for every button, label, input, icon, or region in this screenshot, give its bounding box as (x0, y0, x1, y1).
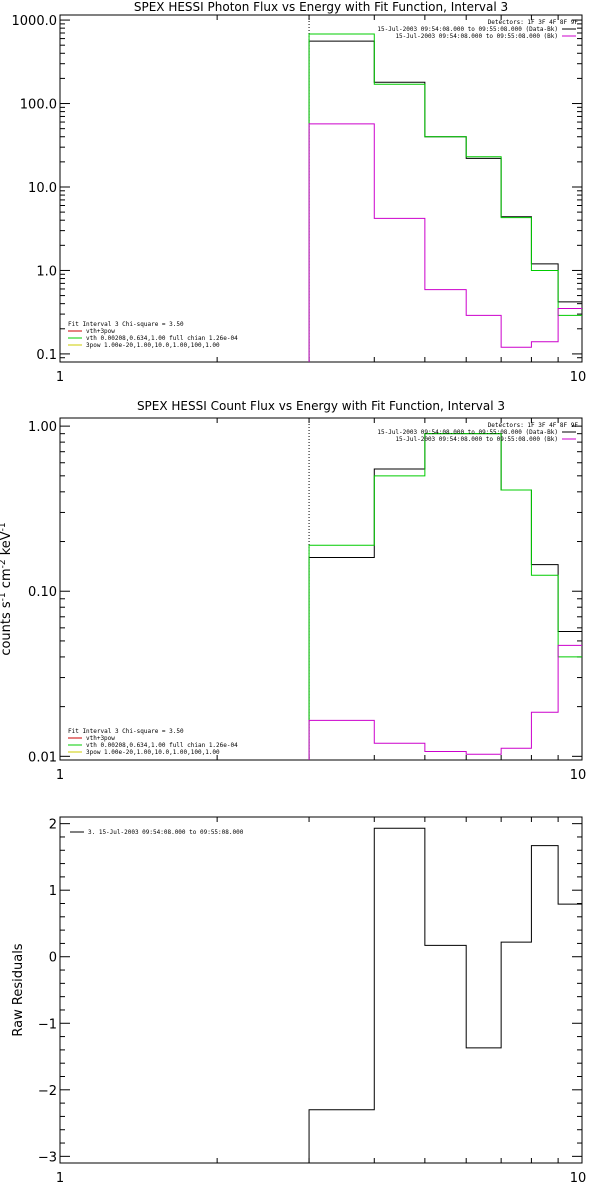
residual-legend: 3. 15-Jul-2003 09:54:08.000 to 09:55:08.… (70, 829, 244, 836)
info-line: 15-Jul-2003 09:54:08.000 to 09:55:08.000… (395, 436, 558, 443)
x-tick-label: 10 (570, 370, 587, 385)
fit-legend: Fit Interval 3 Chi-square = 3.50vth+3pow… (68, 321, 238, 349)
y-tick-label: 1.00 (28, 420, 57, 435)
y-label-superscript: -1 (0, 522, 8, 531)
series-magenta (308, 644, 582, 760)
plot-frame (59, 14, 583, 363)
series-black (308, 40, 582, 362)
y-tick-label: −1 (38, 1017, 57, 1032)
fit-legend: Fit Interval 3 Chi-square = 3.50vth+3pow… (68, 728, 238, 756)
y-label-part: counts s (0, 601, 14, 656)
chart-panel-2: SPEX HESSI Count Flux vs Energy with Fit… (0, 399, 586, 783)
fit-line: 3pow 1.00e-20,1.00,10.0,1.00,100,1.00 (86, 342, 220, 349)
series-group (308, 433, 582, 760)
y-tick-label: 1.0 (36, 264, 57, 279)
info-line: 15-Jul-2003 09:54:08.000 to 09:55:08.000… (377, 26, 558, 33)
legend-label: 3. 15-Jul-2003 09:54:08.000 to 09:55:08.… (88, 829, 244, 836)
x-axis: 1 10 (56, 15, 586, 385)
y-tick-label: 0.10 (28, 585, 57, 600)
x-tick-label: 1 (56, 1171, 64, 1186)
plot-title: SPEX HESSI Photon Flux vs Energy with Fi… (134, 0, 508, 14)
plot-frame (59, 417, 583, 761)
plot-frame (59, 816, 583, 1164)
y-axis: −3 −2 −1 0 1 2 (38, 818, 582, 1165)
y-axis: 0.01 0.10 1.00 (28, 420, 582, 765)
series-group (308, 33, 582, 362)
y-tick-label: 10.0 (28, 181, 57, 196)
fit-line: vth+3pow (86, 735, 115, 742)
y-label-superscript: -1 (0, 592, 8, 601)
fit-line: vth 0.00208,0.634,1.00 full chian 1.26e-… (86, 335, 238, 342)
info-line: 15-Jul-2003 09:54:08.000 to 09:55:08.000… (395, 33, 558, 40)
x-tick-label: 1 (56, 370, 64, 385)
y-axis-label: counts s-1 cm-2 keV-1 (0, 522, 14, 655)
y-tick-label: 100.0 (20, 98, 57, 113)
y-axis: 0.1 1.0 10.0 100.0 1000.0 (12, 14, 582, 363)
y-tick-label: −3 (38, 1150, 57, 1165)
x-tick-label: 10 (570, 768, 587, 783)
y-label-part: keV (0, 531, 14, 559)
fit-line: Fit Interval 3 Chi-square = 3.50 (68, 728, 184, 735)
fit-line: vth+3pow (86, 328, 115, 335)
series-black (308, 827, 582, 1163)
y-tick-label: 0.1 (36, 348, 57, 363)
fit-line: Fit Interval 3 Chi-square = 3.50 (68, 321, 184, 328)
chart-panel-1: SPEX HESSI Photon Flux vs Energy with Fi… (12, 0, 587, 385)
y-tick-label: 1 (49, 884, 57, 899)
x-tick-label: 1 (56, 768, 64, 783)
series-group (308, 827, 582, 1163)
info-line: 15-Jul-2003 09:54:08.000 to 09:55:08.000… (377, 429, 558, 436)
series-green (308, 33, 582, 362)
plot-title: SPEX HESSI Count Flux vs Energy with Fit… (137, 399, 505, 413)
series-green (308, 433, 582, 760)
info-line: Detectors: 1F 3F 4F 8F 9F (488, 422, 579, 429)
chart-panel-3: −3 −2 −1 0 1 2 1 10 Raw Residuals 3. 15-Jul-2003 … (11, 816, 586, 1186)
x-axis: 1 10 (56, 817, 586, 1186)
y-axis-label: Raw Residuals (11, 943, 26, 1036)
y-label-superscript: -2 (0, 559, 8, 568)
x-axis: 1 10 (56, 418, 586, 783)
fit-line: 3pow 1.00e-20,1.00,10.0,1.00,100,1.00 (86, 749, 220, 756)
info-line: Detectors: 1F 3F 4F 8F 9F (488, 19, 579, 26)
y-tick-label: 0.01 (28, 750, 57, 765)
series-magenta (308, 123, 582, 362)
x-tick-label: 10 (570, 1171, 587, 1186)
y-tick-label: −2 (38, 1084, 57, 1099)
series-black (308, 433, 582, 760)
y-tick-label: 0 (49, 951, 57, 966)
y-tick-label: 2 (49, 818, 57, 833)
y-tick-label: 1000.0 (12, 14, 58, 29)
fit-line: vth 0.00208,0.634,1.00 full chian 1.26e-… (86, 742, 238, 749)
y-label-part: cm (0, 568, 14, 592)
